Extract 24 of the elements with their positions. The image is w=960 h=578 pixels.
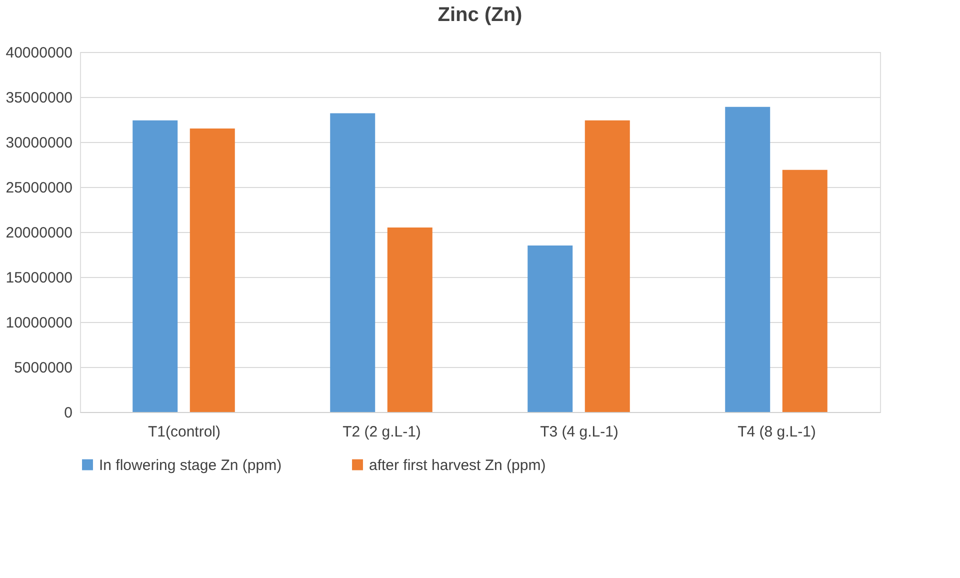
bar (528, 246, 573, 412)
y-tick-label: 20000000 (6, 224, 72, 242)
y-tick-label: 30000000 (6, 134, 72, 152)
bar (132, 120, 178, 412)
legend-label: after first harvest Zn (ppm) (369, 456, 546, 474)
y-tick-label: 0 (64, 404, 72, 422)
bar (584, 120, 630, 412)
bar (725, 106, 770, 412)
y-tick-label: 25000000 (6, 180, 72, 196)
bar (330, 113, 376, 412)
legend-label: In flowering stage Zn (ppm) (99, 456, 282, 474)
y-tick-label: 15000000 (6, 270, 72, 286)
x-tick-label: T2 (2 g.L-1) (342, 424, 421, 440)
x-tick-label: T4 (8 g.L-1) (738, 424, 816, 440)
bar (190, 128, 235, 412)
y-tick-label: 10000000 (6, 314, 72, 332)
x-tick-label: T1(control) (148, 424, 221, 440)
bar (387, 228, 432, 412)
y-tick-label: 40000000 (6, 44, 72, 62)
x-tick-label: T3 (4 g.L-1) (540, 424, 618, 440)
bar (782, 170, 828, 412)
y-tick-label: 35000000 (6, 90, 72, 106)
chart-title: Zinc (Zn) (438, 4, 522, 26)
y-tick-label: 5000000 (14, 360, 72, 376)
